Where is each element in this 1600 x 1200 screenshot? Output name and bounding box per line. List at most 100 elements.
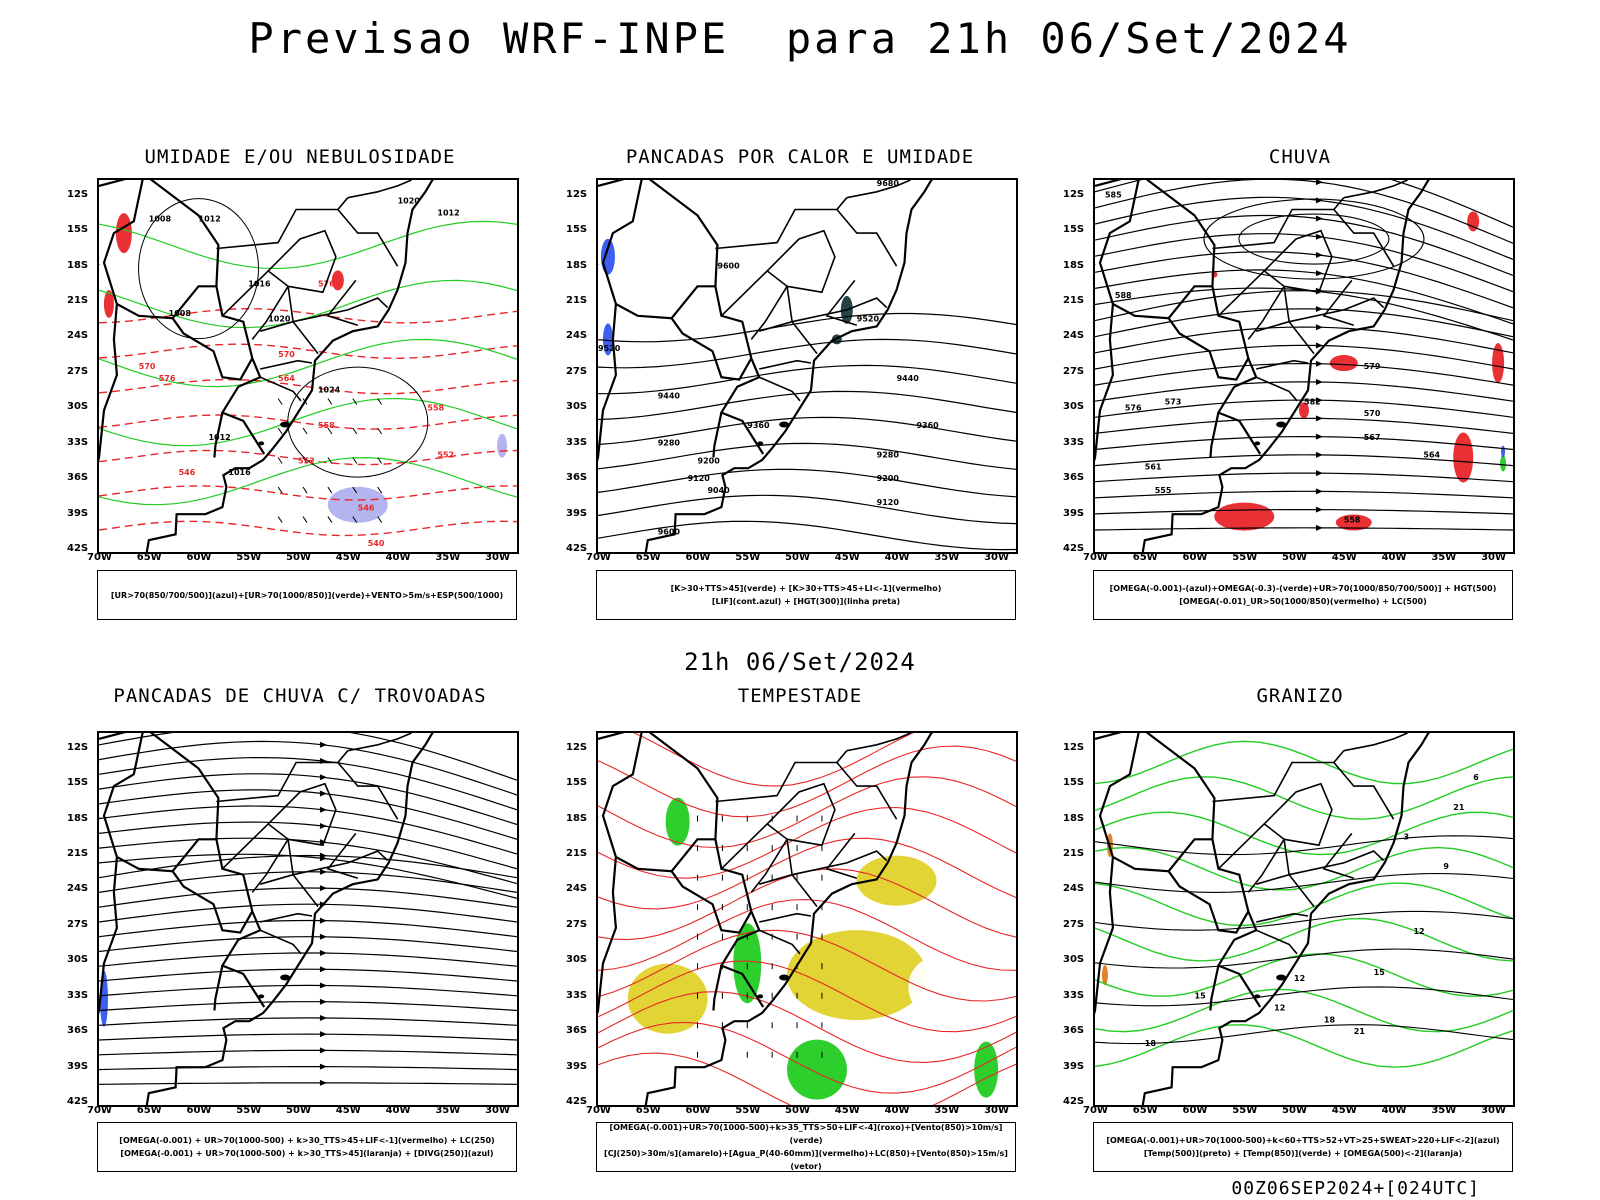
country-border <box>670 870 753 934</box>
streamline <box>99 1066 517 1071</box>
water-contour <box>598 776 1016 849</box>
contour-label: 1012 <box>437 208 459 217</box>
lif-area <box>602 323 613 356</box>
map-panel-2: 9680 9600 9520 9440 9360 9280 9200 9120 9040 9600… <box>596 178 1018 554</box>
state-border <box>720 269 789 340</box>
streamline <box>1095 289 1513 322</box>
streamline-arrow <box>1315 470 1323 477</box>
lon-tick-label: 65W <box>635 552 661 563</box>
moisture-area <box>103 290 114 318</box>
streamline-arrow <box>319 790 327 797</box>
jet-area <box>786 930 927 1021</box>
contour-label: 9600 <box>717 262 740 271</box>
contour-label: 555 <box>1155 486 1172 495</box>
state-border <box>1255 297 1385 332</box>
streamline <box>1095 269 1513 325</box>
lat-tick-label: 33S <box>566 989 588 1001</box>
streamline-arrow <box>319 998 327 1005</box>
moisture-area <box>115 213 132 254</box>
state-border <box>260 912 313 923</box>
streamline <box>1095 381 1513 402</box>
contour-label: 582 <box>1304 397 1321 406</box>
rain-area <box>1335 514 1372 531</box>
map-panel-6: 3 6 9 12 15 18 21 12 15 18 21 12 <box>1093 731 1515 1107</box>
country-border <box>601 180 716 320</box>
lon-tick-label: 40W <box>884 1105 910 1116</box>
state-border <box>715 750 848 803</box>
panel-2-legend-line-1: [K>30+TTS>45](verde) + [K>30+TTS>45+LI<-… <box>670 584 942 593</box>
humidity-area <box>327 486 388 523</box>
state-border <box>1333 208 1395 267</box>
state-border <box>715 197 848 250</box>
state-border <box>1263 229 1333 294</box>
state-border <box>766 229 836 294</box>
streamline-arrow <box>1315 324 1323 331</box>
country-border <box>598 733 765 1008</box>
lagoon-shape <box>1276 421 1287 428</box>
map-panel-3: 585 588 582 579 576 573 570 567 564 561 558 555 <box>1093 178 1515 554</box>
streamline-arrow <box>1315 506 1323 513</box>
temp850-contour <box>1095 917 1513 962</box>
panel-3-legend-line-1: [OMEGA(-0.001)-(azul)+OMEGA(-0.3)-(verde… <box>1109 584 1497 593</box>
lat-tick-label: 33S <box>67 436 89 448</box>
lat-tick-label: 36S <box>1063 1025 1085 1037</box>
contour-label: 585 <box>1105 191 1122 200</box>
streamline <box>99 733 517 781</box>
streamline-arrow <box>319 885 327 892</box>
lat-tick-label: 18S <box>67 812 89 824</box>
state-border <box>1217 822 1286 893</box>
rain-area-omega <box>1501 445 1506 458</box>
streamline-arrow <box>1315 233 1323 240</box>
lon-tick-label: 50W <box>1282 552 1307 563</box>
lon-tick-label: 60W <box>685 1105 711 1116</box>
streamline <box>1095 180 1513 244</box>
wind-vector <box>277 427 283 435</box>
water-contour <box>598 745 1016 818</box>
rain-area <box>1467 211 1480 232</box>
streamline <box>99 984 517 997</box>
state-border <box>221 822 290 893</box>
lat-tick-label: 27S <box>67 918 89 930</box>
streamline <box>1095 399 1513 418</box>
country-border <box>598 856 618 1015</box>
contour-label: 9200 <box>698 456 721 465</box>
contour-label: 15 <box>1374 968 1386 977</box>
lat-tick-label: 21S <box>67 848 89 859</box>
state-border <box>259 376 302 402</box>
height-contour <box>598 442 1016 470</box>
lat-tick-label: 21S <box>67 295 89 306</box>
panel-3-legend-line-2: [OMEGA(-0.01)_UR>50(1000/850)(vermelho) … <box>1179 597 1427 606</box>
contour-label: 579 <box>1364 362 1381 371</box>
lat-tick-label: 15S <box>566 777 588 789</box>
state-border <box>1322 279 1355 327</box>
map-panel-4 <box>97 731 519 1107</box>
country-border <box>102 180 217 320</box>
lat-tick-label: 27S <box>67 365 89 377</box>
contour-label: 18 <box>1145 1039 1157 1048</box>
lon-tick-label: 65W <box>635 1105 661 1116</box>
lat-tick-label: 12S <box>566 188 588 200</box>
streamline <box>99 854 517 879</box>
lat-tick-label: 21S <box>566 295 588 306</box>
streamline-arrow <box>319 933 327 940</box>
panel-5-title: TEMPESTADE <box>737 685 863 707</box>
lat-tick-label: 36S <box>67 1025 89 1037</box>
contour-label: 1016 <box>248 279 271 288</box>
temp500-contour <box>1095 948 1513 969</box>
lon-tick-label: 65W <box>136 1105 162 1116</box>
lagoon-shape <box>1254 994 1261 999</box>
lat-tick-label: 12S <box>1063 741 1085 753</box>
state-border <box>1217 269 1286 340</box>
wind-vector <box>352 486 358 494</box>
contour-label: 12 <box>1413 927 1424 936</box>
state-border <box>759 359 812 370</box>
contour-label: 1016 <box>228 468 251 477</box>
streamline-arrow <box>1315 415 1323 422</box>
panel-6-legend-line-1: [OMEGA(-0.001)+UR>70(1000-500)+k<60+TTS>… <box>1106 1136 1500 1145</box>
map-canvas: 9680 9600 9520 9440 9360 9280 9200 9120 9040 9600… <box>598 180 1016 552</box>
panel-2-title: PANCADAS POR CALOR E UMIDADE <box>625 146 975 168</box>
streamline-arrow <box>319 982 327 989</box>
panel-1-legend: [UR>70(850/700/500)](azul)+[UR>70(1000/8… <box>97 570 517 620</box>
country-border <box>670 317 753 381</box>
map-canvas <box>99 733 517 1105</box>
